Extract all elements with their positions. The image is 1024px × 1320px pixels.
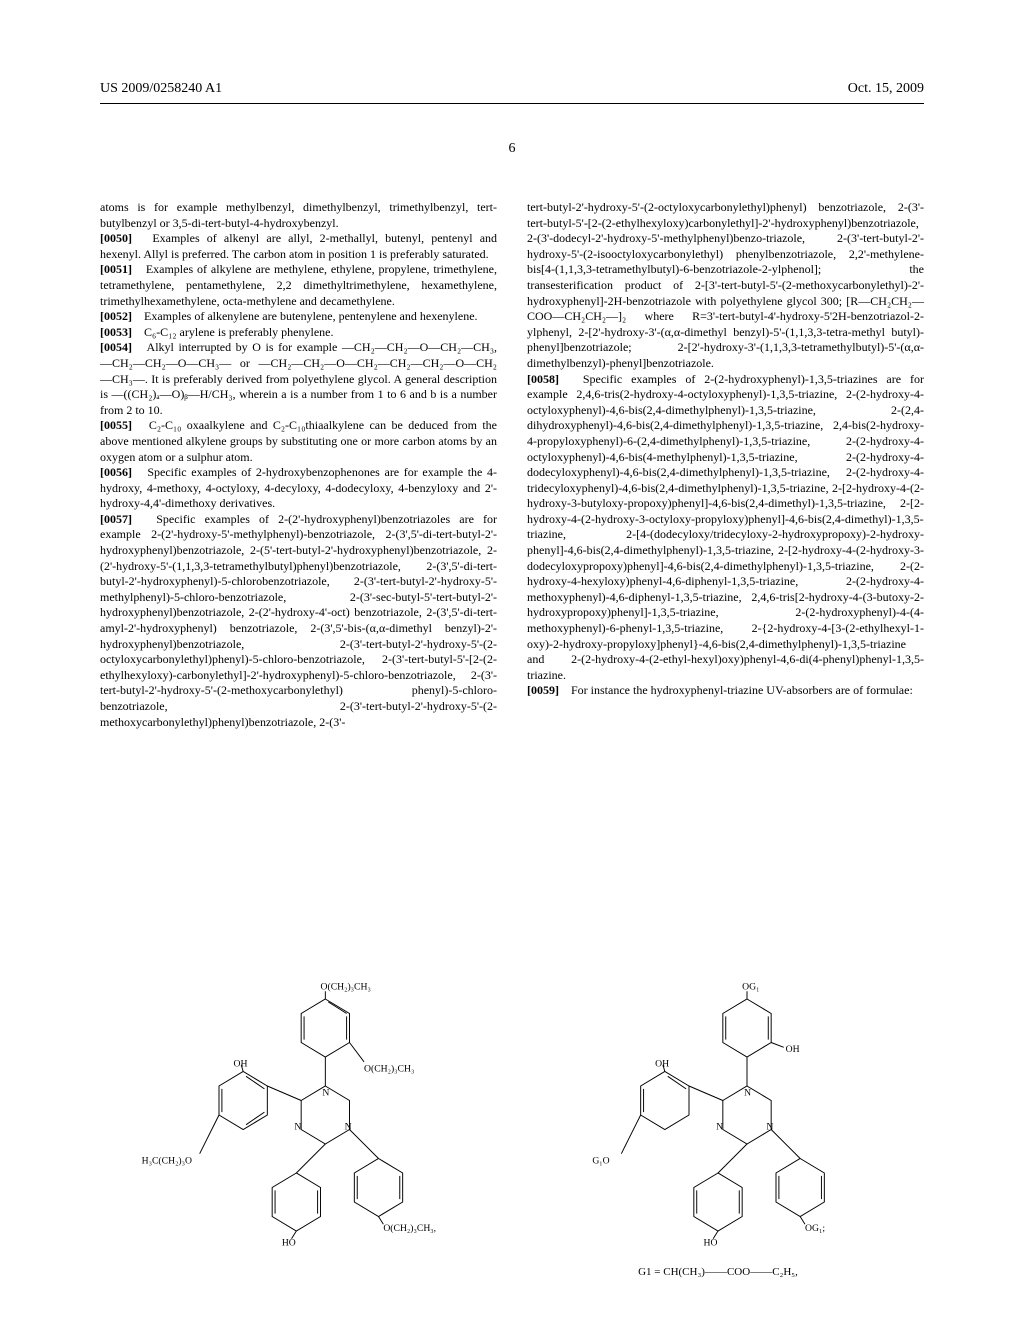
svg-text:N: N bbox=[294, 1122, 301, 1133]
label-oh1: OH bbox=[786, 1044, 800, 1055]
para-continuation: atoms is for example methylbenzyl, dimet… bbox=[100, 200, 497, 230]
para-number: [0052] bbox=[100, 309, 132, 323]
para-text: Examples of alkenylene are butenylene, p… bbox=[144, 309, 478, 323]
chemical-structure-1: O(CH₂)₃CH₃ O(CH₂)₃CH₃ N N N OH bbox=[131, 970, 481, 1265]
para-text: Alkyl interrupted by O is for example —C… bbox=[100, 340, 497, 416]
svg-text:N: N bbox=[322, 1088, 329, 1099]
para-number: [0059] bbox=[527, 683, 559, 697]
left-column: atoms is for example methylbenzyl, dimet… bbox=[100, 200, 497, 730]
molecule-svg-2: OG₁ OH N N N OH G₁O bbox=[543, 970, 893, 1260]
para-text: For instance the hydroxyphenyl-triazine … bbox=[571, 683, 913, 697]
right-column: tert-butyl-2'-hydroxy-5'-(2-octyloxycarb… bbox=[527, 200, 924, 730]
label-oh: OH bbox=[234, 1059, 248, 1070]
para-text: C₆-C₁₂ arylene is preferably phenylene. bbox=[144, 325, 333, 339]
page-number: 6 bbox=[0, 140, 1024, 159]
svg-text:N: N bbox=[716, 1122, 723, 1133]
svg-text:N: N bbox=[744, 1088, 751, 1099]
label-oh2: OH bbox=[655, 1059, 669, 1070]
label-ho: HO bbox=[282, 1238, 296, 1249]
doc-number: US 2009/0258240 A1 bbox=[100, 80, 222, 99]
label-top2: O(CH₂)₃CH₃ bbox=[364, 1064, 414, 1075]
g1-definition: G1 = CH(CH₃)——COO——C₂H₅, bbox=[543, 1265, 893, 1280]
doc-date: Oct. 15, 2009 bbox=[848, 80, 924, 99]
molecule-svg-1: O(CH₂)₃CH₃ O(CH₂)₃CH₃ N N N OH bbox=[131, 970, 481, 1260]
text-columns: atoms is for example methylbenzyl, dimet… bbox=[100, 200, 924, 730]
para-text: Specific examples of 2-hydroxybenzopheno… bbox=[100, 465, 497, 510]
para-number: [0050] bbox=[100, 231, 132, 245]
para-text: C₂-C₁₀ oxaalkylene and C₂-C₁₀thiaalkylen… bbox=[100, 418, 497, 463]
para-number: [0056] bbox=[100, 465, 132, 479]
chemical-structure-2: OG₁ OH N N N OH G₁O bbox=[543, 970, 893, 1280]
para-number: [0057] bbox=[100, 512, 132, 526]
para-number: [0058] bbox=[527, 372, 559, 386]
page-header: US 2009/0258240 A1 Oct. 15, 2009 bbox=[100, 80, 924, 104]
para-number: [0054] bbox=[100, 340, 132, 354]
para-continuation: tert-butyl-2'-hydroxy-5'-(2-octyloxycarb… bbox=[527, 200, 924, 370]
para-text: Examples of alkylene are methylene, ethy… bbox=[100, 262, 497, 307]
label-ho2: HO bbox=[704, 1238, 718, 1249]
label-og1-top: OG₁ bbox=[742, 981, 759, 992]
para-text: Examples of alkenyl are allyl, 2-methall… bbox=[100, 231, 497, 261]
chemical-figures: O(CH₂)₃CH₃ O(CH₂)₃CH₃ N N N OH bbox=[100, 970, 924, 1280]
para-number: [0053] bbox=[100, 325, 132, 339]
label-or: O(CH₂)₃CH₃, bbox=[383, 1223, 436, 1234]
label-top1: O(CH₂)₃CH₃ bbox=[321, 981, 371, 992]
label-left: H₃C(CH₂)₃O bbox=[142, 1155, 192, 1166]
label-og1b: OG₁; bbox=[805, 1223, 825, 1234]
para-text: Specific examples of 2-(2'-hydroxyphenyl… bbox=[100, 512, 497, 729]
para-number: [0051] bbox=[100, 262, 132, 276]
para-number: [0055] bbox=[100, 418, 132, 432]
label-g1o: G₁O bbox=[592, 1155, 609, 1166]
para-text: Specific examples of 2-(2-hydroxyphenyl)… bbox=[527, 372, 924, 682]
